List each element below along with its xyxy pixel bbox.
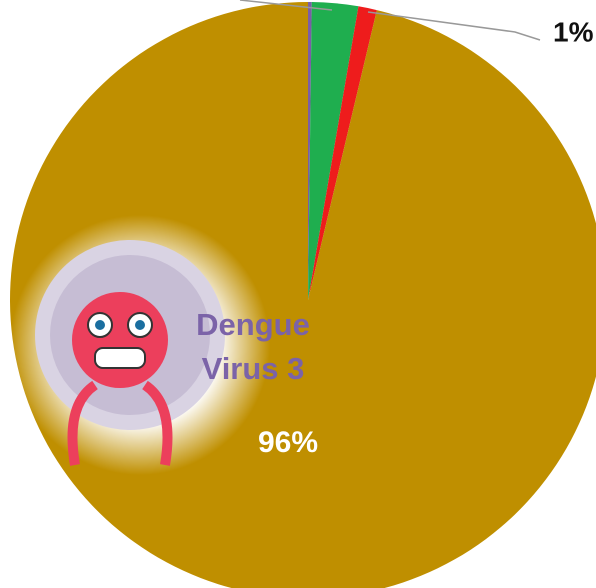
data-label: 1% [553, 16, 594, 47]
category-label: Dengue Virus 3 [168, 303, 338, 391]
chart: 1% 96% Dengue Virus 3 [0, 0, 596, 588]
data-label: 96% [258, 426, 318, 459]
pie-chart: 1% 96% [0, 0, 596, 588]
